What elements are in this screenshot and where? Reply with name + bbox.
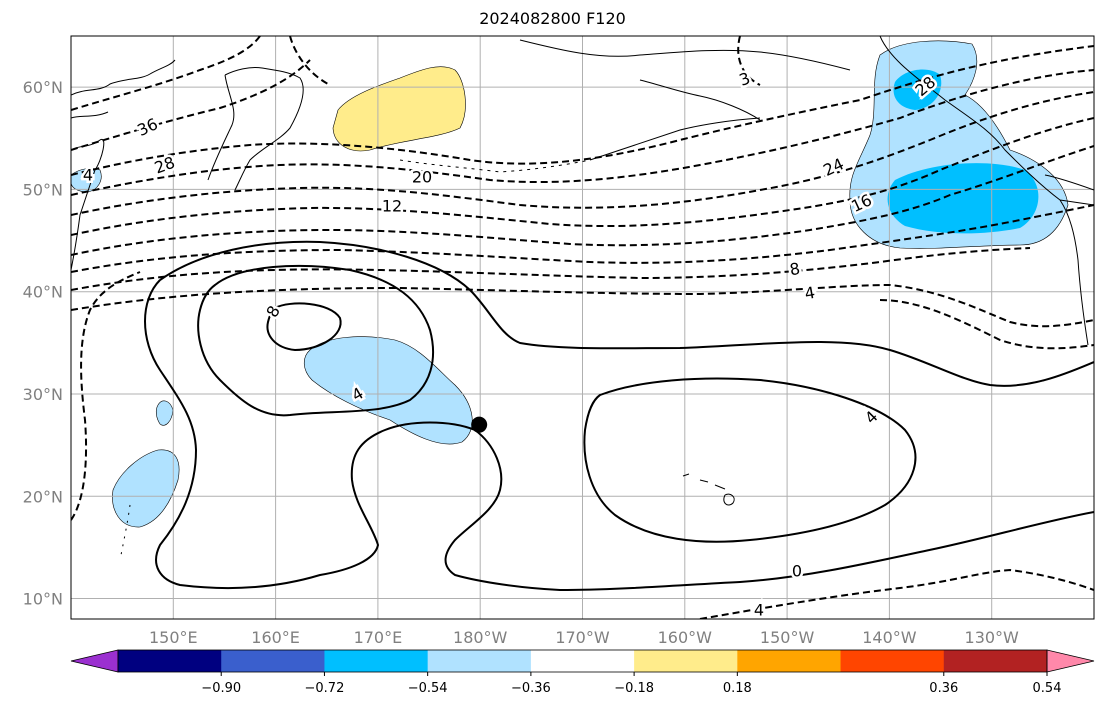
latitude-label: 60°N — [23, 78, 63, 97]
longitude-label: 150°W — [760, 628, 815, 647]
contour-label: 12 — [382, 197, 402, 216]
positive-anomaly-region — [332, 66, 466, 152]
dashed-contour — [71, 247, 1031, 291]
colorbar-extend-low — [70, 649, 119, 673]
dashed-contours — [71, 36, 1094, 619]
contour-label: 36 — [134, 114, 160, 140]
dashed-contour — [71, 204, 1094, 273]
solid-contour — [583, 377, 917, 543]
station-marker — [471, 416, 488, 433]
colorbar-label: −0.72 — [305, 681, 345, 696]
shaded-anomalies — [71, 40, 1069, 528]
marianas-islands — [119, 504, 131, 561]
dashed-contour — [71, 117, 1094, 236]
colorbar-swatch — [324, 650, 429, 672]
longitude-label: 170°E — [354, 628, 403, 647]
solid-contour — [159, 240, 1094, 387]
coastlines — [71, 36, 1094, 561]
colorbar-swatch — [221, 650, 325, 672]
kamchatka-coastline — [207, 67, 304, 191]
longitude-label: 140°W — [862, 628, 917, 647]
latitude-label: 40°N — [23, 283, 63, 302]
colorbar-swatch — [634, 650, 738, 672]
solid-contour — [197, 264, 434, 417]
longitude-label: 130°W — [965, 628, 1020, 647]
colorbar-label: 0.36 — [929, 681, 958, 696]
colorbar-label: −0.18 — [614, 681, 654, 696]
negative-anomaly-region — [112, 449, 180, 528]
strong-negative-anomaly-region — [887, 163, 1039, 234]
north-america-coastline — [879, 36, 1094, 346]
dashed-contour — [737, 36, 761, 86]
contour-label: 4 — [803, 283, 816, 303]
hawaii-islands — [682, 473, 735, 506]
dashed-contour — [879, 299, 1094, 350]
colorbar-swatch — [840, 650, 945, 672]
contour-label: 4 — [83, 166, 93, 185]
colorbar: −0.90−0.72−0.54−0.36−0.180.180.360.540.7… — [70, 649, 1095, 696]
colorbar-swatch — [943, 650, 1048, 672]
contour-label: 4 — [861, 407, 882, 428]
negative-anomaly-region — [155, 400, 174, 426]
dashed-contour — [71, 59, 311, 151]
dashed-contour — [71, 145, 1094, 256]
colorbar-swatch — [118, 650, 222, 672]
negative-anomaly-region — [303, 336, 473, 445]
solid-contour — [266, 302, 342, 352]
latitude-label: 10°N — [23, 590, 63, 609]
longitude-label: 150°E — [149, 628, 198, 647]
dashed-contour — [289, 36, 331, 86]
colorbar-label: −0.90 — [201, 681, 241, 696]
colorbar-label: 0.18 — [723, 681, 752, 696]
map-frame — [70, 35, 1095, 620]
colorbar-label: −0.54 — [408, 681, 448, 696]
dashed-contour — [71, 36, 261, 111]
aleutian-islands — [399, 159, 591, 173]
longitude-labels: 150°E 160°E 170°E 180°W 170°W 160°W 150°W 140°W… — [149, 628, 1019, 647]
latitude-label: 50°N — [23, 180, 63, 199]
dashed-contour — [71, 45, 1094, 176]
dashed-contour — [71, 69, 1094, 196]
solid-contour — [144, 279, 1094, 592]
longitude-label: 170°W — [555, 628, 610, 647]
colorbar-frame — [117, 649, 1048, 673]
solid-contours — [144, 240, 1094, 592]
colorbar-label: −0.36 — [511, 681, 551, 696]
strong-negative-anomaly-region — [893, 69, 942, 110]
latitude-label: 20°N — [23, 487, 63, 506]
latitude-labels: 10°N 20°N 30°N 40°N 50°N 60°N — [23, 78, 63, 608]
contour-label: 4 — [754, 601, 764, 620]
colorbar-swatch — [737, 650, 842, 672]
colorbar-label: 0.54 — [1033, 681, 1062, 696]
alaska-coastline — [519, 39, 851, 161]
contour-label: 20 — [412, 168, 432, 187]
contour-label: 0 — [792, 562, 802, 581]
colorbar-swatch — [427, 650, 532, 672]
longitude-label: 160°W — [658, 628, 713, 647]
latitude-label: 30°N — [23, 385, 63, 404]
contour-label: 24 — [820, 154, 846, 180]
colorbar-swatch — [530, 650, 635, 672]
dashed-contour — [71, 91, 1094, 216]
contour-label: 8 — [788, 259, 801, 279]
dashed-contour — [699, 568, 1094, 619]
map-title: 2024082800 F120 — [479, 9, 626, 28]
dashed-contour — [71, 283, 1094, 328]
colorbar-extend-high — [1046, 649, 1095, 673]
longitude-label: 180°W — [453, 628, 508, 647]
longitude-label: 160°E — [251, 628, 300, 647]
